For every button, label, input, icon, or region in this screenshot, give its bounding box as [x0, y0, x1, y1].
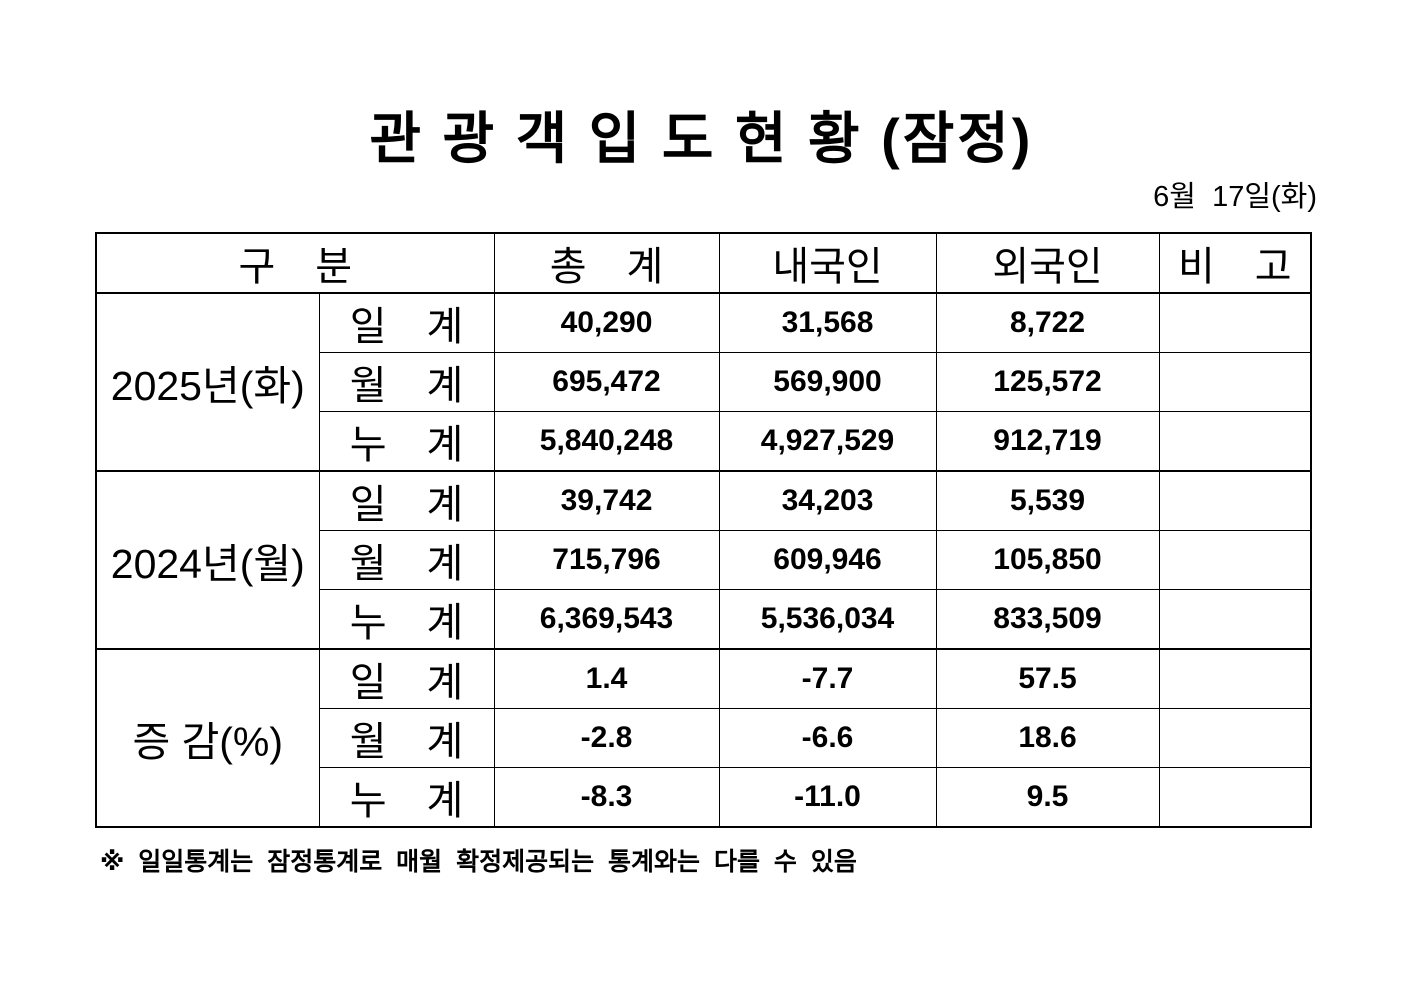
row-label-cumulative: 누 계 — [318, 411, 495, 472]
row-label-daily: 일 계 — [318, 648, 495, 709]
cell-foreign: 105,850 — [935, 530, 1160, 590]
cell-total: 695,472 — [493, 352, 720, 412]
cell-remarks — [1158, 708, 1312, 768]
cell-total: -2.8 — [493, 708, 720, 768]
table-row: 누 계 6,369,543 5,536,034 833,509 — [96, 589, 1312, 650]
group-label-2024: 2024년(월) — [95, 470, 320, 650]
table-row: 증 감(%) 일 계 1.4 -7.7 57.5 — [95, 648, 1312, 828]
cell-remarks — [1158, 648, 1312, 709]
cell-domestic: -7.7 — [718, 648, 937, 709]
cell-domestic: 31,568 — [718, 292, 937, 353]
tourist-arrival-table: 구 분 총 계 내국인 외국인 비 고 2025년(화) 일 계 40,290 … — [95, 232, 1313, 828]
cell-remarks — [1158, 411, 1312, 472]
cell-foreign: 9.5 — [935, 767, 1160, 828]
row-label-daily: 일 계 — [318, 470, 495, 531]
header-row: 구 분 총 계 내국인 외국인 비 고 — [95, 232, 1312, 294]
cell-foreign: 912,719 — [935, 411, 1160, 472]
cell-remarks — [1158, 589, 1312, 650]
row-label-cumulative: 누 계 — [318, 589, 495, 650]
table-row: 2025년(화) 일 계 40,290 31,568 8,722 — [95, 292, 1312, 472]
group-label-change-pct: 증 감(%) — [95, 648, 320, 828]
row-label-monthly: 월 계 — [318, 530, 495, 590]
report-date: 6월 17일(화) — [1153, 181, 1317, 213]
cell-total: 1.4 — [493, 648, 720, 709]
cell-domestic: 609,946 — [718, 530, 937, 590]
cell-foreign: 125,572 — [935, 352, 1160, 412]
cell-total: 39,742 — [493, 470, 720, 531]
cell-foreign: 5,539 — [935, 470, 1160, 531]
cell-domestic: 5,536,034 — [718, 589, 937, 650]
cell-domestic: -11.0 — [718, 767, 937, 828]
cell-domestic: 34,203 — [718, 470, 937, 531]
cell-domestic: 569,900 — [718, 352, 937, 412]
row-label-monthly: 월 계 — [318, 352, 495, 412]
cell-domestic: 4,927,529 — [718, 411, 937, 472]
table-row: 월 계 695,472 569,900 125,572 — [96, 352, 1312, 412]
footnote: ※ 일일통계는 잠정통계로 매월 확정제공되는 통계와는 다를 수 있음 — [100, 848, 857, 876]
row-label-monthly: 월 계 — [318, 708, 495, 768]
cell-remarks — [1158, 530, 1312, 590]
cell-total: -8.3 — [493, 767, 720, 828]
row-label-cumulative: 누 계 — [318, 767, 495, 828]
column-header-total: 총 계 — [493, 232, 720, 294]
table-row: 2024년(월) 일 계 39,742 34,203 5,539 — [95, 470, 1312, 650]
cell-total: 5,840,248 — [493, 411, 720, 472]
column-header-remarks: 비 고 — [1158, 232, 1312, 294]
column-header-foreign: 외국인 — [935, 232, 1160, 294]
row-label-daily: 일 계 — [318, 292, 495, 353]
cell-remarks — [1158, 292, 1312, 353]
page-title: 관 광 객 입 도 현 황 (잠정) — [369, 107, 1034, 170]
column-header-category: 구 분 — [95, 232, 495, 294]
cell-remarks — [1158, 767, 1312, 828]
cell-total: 6,369,543 — [493, 589, 720, 650]
cell-foreign: 57.5 — [935, 648, 1160, 709]
table-row: 누 계 5,840,248 4,927,529 912,719 — [96, 411, 1312, 472]
cell-foreign: 833,509 — [935, 589, 1160, 650]
group-label-2025: 2025년(화) — [95, 292, 320, 472]
table-row: 누 계 -8.3 -11.0 9.5 — [96, 767, 1312, 828]
cell-total: 715,796 — [493, 530, 720, 590]
column-header-domestic: 내국인 — [718, 232, 937, 294]
cell-remarks — [1158, 470, 1312, 531]
cell-foreign: 18.6 — [935, 708, 1160, 768]
cell-foreign: 8,722 — [935, 292, 1160, 353]
table-row: 월 계 -2.8 -6.6 18.6 — [96, 708, 1312, 768]
table-row: 월 계 715,796 609,946 105,850 — [96, 530, 1312, 590]
cell-remarks — [1158, 352, 1312, 412]
cell-total: 40,290 — [493, 292, 720, 353]
cell-domestic: -6.6 — [718, 708, 937, 768]
